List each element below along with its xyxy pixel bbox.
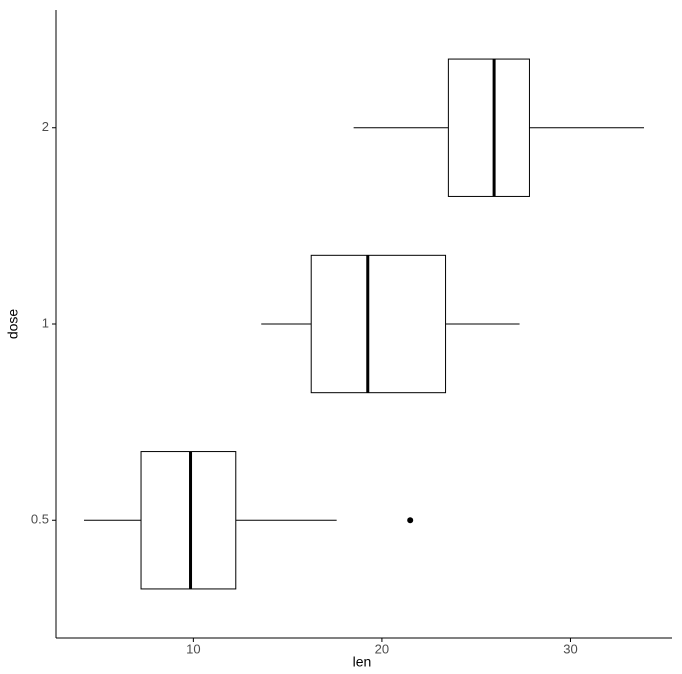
box xyxy=(310,254,447,394)
box xyxy=(140,451,237,590)
y-tick-label: 0.5 xyxy=(31,512,49,527)
outlier xyxy=(407,517,414,524)
y-axis-title: dose xyxy=(5,309,21,340)
box xyxy=(447,58,530,197)
x-tick-label: 20 xyxy=(375,641,389,656)
y-tick-label: 1 xyxy=(42,315,49,330)
x-tick-label: 30 xyxy=(563,641,577,656)
y-tick-label: 2 xyxy=(42,119,49,134)
x-axis-title: len xyxy=(353,654,372,670)
x-tick-label: 10 xyxy=(186,641,200,656)
